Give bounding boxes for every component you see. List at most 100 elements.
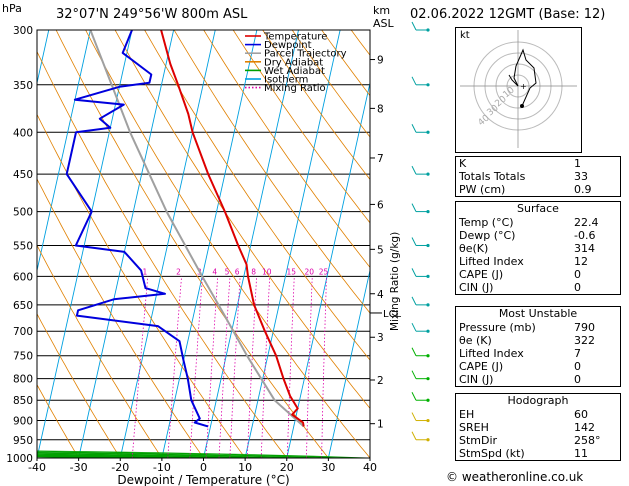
hpa-label: hPa [2, 2, 22, 15]
dry-adiabat-line [203, 30, 370, 269]
index-row-pw: PW (cm) 0.9 [459, 183, 592, 196]
isotherm-line [327, 268, 370, 458]
pressure-tick-label: 800 [13, 374, 33, 386]
km-label: km [373, 4, 391, 17]
wind-barb-flag [411, 165, 417, 175]
isotherm-line [37, 30, 133, 458]
pressure-tick-label: 300 [13, 25, 33, 37]
mixing-ratio-label: 2 [176, 267, 181, 276]
wind-barb-dot [426, 130, 430, 134]
pressure-tick-label: 950 [13, 435, 33, 447]
dry-adiabat-line [37, 383, 79, 458]
mixing-ratio-label: 4 [212, 267, 217, 276]
dry-adiabat-line [37, 113, 246, 458]
pressure-tick-label: 650 [13, 300, 33, 312]
wind-barb-flag [411, 322, 417, 332]
mixing-ratio-label: 1 [142, 267, 147, 276]
mixing-ratio-label: 10 [262, 267, 272, 276]
legend-label: Temperature [263, 32, 327, 43]
dry-adiabat-line [85, 30, 370, 458]
pressure-tick-label: 450 [13, 169, 33, 181]
temperature-tick-label: -30 [70, 461, 88, 474]
mixing-ratio-line [306, 276, 313, 458]
wind-barb-dot [426, 418, 430, 423]
dry-adiabat-line [55, 30, 329, 458]
legend-label: Wet Adiabat [264, 66, 325, 77]
legend-label: Parcel Trajectory [264, 49, 347, 60]
wind-barbs [411, 21, 430, 442]
mixing-ratio-line [246, 276, 257, 458]
hodograph: kt 10 20 30 40 + [455, 27, 582, 153]
mu-row: CIN (J) 0 [459, 373, 581, 386]
pressure-tick-label: 400 [13, 127, 33, 139]
wind-barb-dot [426, 438, 430, 442]
wind-barb-flag [411, 76, 417, 86]
mixing-ratio-line [229, 276, 241, 458]
legend-label: Mixing Ratio [264, 83, 326, 94]
wind-barb-dot [426, 354, 430, 358]
index-row-totals: Totals Totals 33 [459, 170, 588, 183]
x-axis-title: Dewpoint / Temperature (°C) [117, 473, 289, 486]
surface-row: Lifted Index 12 [459, 255, 588, 268]
mixing-ratio-line [260, 276, 271, 458]
legend-label: Isotherm [264, 75, 308, 86]
wind-barb-dot [426, 274, 430, 279]
isotherm-line [203, 30, 299, 458]
isotherm-line [161, 30, 258, 458]
pressure-tick-label: 350 [13, 80, 33, 92]
pressure-tick-label: 1000 [6, 453, 33, 465]
hodograph-indices-panel: Hodograph EH 60 SREH 142 StmDir 258° StmSpd… [455, 393, 621, 461]
temperature-tick-label: 30 [321, 461, 335, 474]
wind-barb-dot [426, 329, 430, 333]
wind-barb-flag [411, 412, 417, 421]
surface-row: θe(K) 314 [459, 242, 595, 255]
hodo-row: SREH 142 [459, 421, 595, 434]
km-tick-label: 4 [377, 289, 384, 301]
mixing-ratio-line [189, 276, 203, 458]
surface-row: CIN (J) 0 [459, 281, 581, 294]
hodograph-unit: kt [460, 30, 470, 41]
hodo-row: EH 60 [459, 408, 588, 421]
surface-row: Dewp (°C) -0.6 [459, 229, 596, 242]
temperature-tick-label: 10 [238, 461, 252, 474]
surface-title: Surface [517, 202, 559, 215]
mixing-ratio-line [218, 276, 231, 458]
dry-adiabat-line [173, 30, 370, 314]
wind-barb-dot [426, 398, 430, 402]
mu-row: Lifted Index 7 [459, 347, 581, 360]
wind-barb-dot [426, 243, 430, 248]
isotherm-line [78, 30, 175, 458]
mixing-ratio-line [286, 276, 295, 458]
wind-barb-flag [411, 237, 417, 246]
temperature-tick-label: 0 [200, 461, 207, 474]
mu-row: θe (K) 322 [459, 334, 595, 347]
dry-adiabat-line [232, 30, 370, 224]
temperature-tick-label: -10 [153, 461, 171, 474]
wind-barb-flag [411, 21, 417, 31]
temperature-tick-label: 20 [280, 461, 294, 474]
mixing-ratio-label: 20 [304, 267, 314, 276]
km-tick-label: 7 [377, 153, 384, 165]
mu-row: Pressure (mb) 790 [459, 321, 595, 334]
isotherm-line [119, 30, 216, 458]
asl-label: ASL [373, 17, 394, 30]
isotherm-line [244, 30, 341, 458]
surface-row: CAPE (J) 0 [459, 268, 581, 281]
pressure-tick-label: 600 [13, 271, 33, 283]
km-tick-label: 8 [377, 103, 384, 115]
isotherm-line [0, 30, 7, 458]
km-tick-label: 5 [377, 244, 384, 256]
datetime-label: 02.06.2022 12GMT (Base: 12) [410, 7, 606, 22]
hodo-row: StmSpd (kt) 11 [459, 447, 588, 460]
pressure-tick-label: 500 [13, 207, 33, 219]
isotherm-line [37, 30, 91, 273]
wind-barb-dot [426, 83, 430, 87]
wind-barb-dot [426, 303, 430, 307]
km-tick-label: 6 [377, 199, 384, 211]
hodo-trace-low [508, 74, 519, 87]
wind-barb-dot [426, 28, 430, 32]
